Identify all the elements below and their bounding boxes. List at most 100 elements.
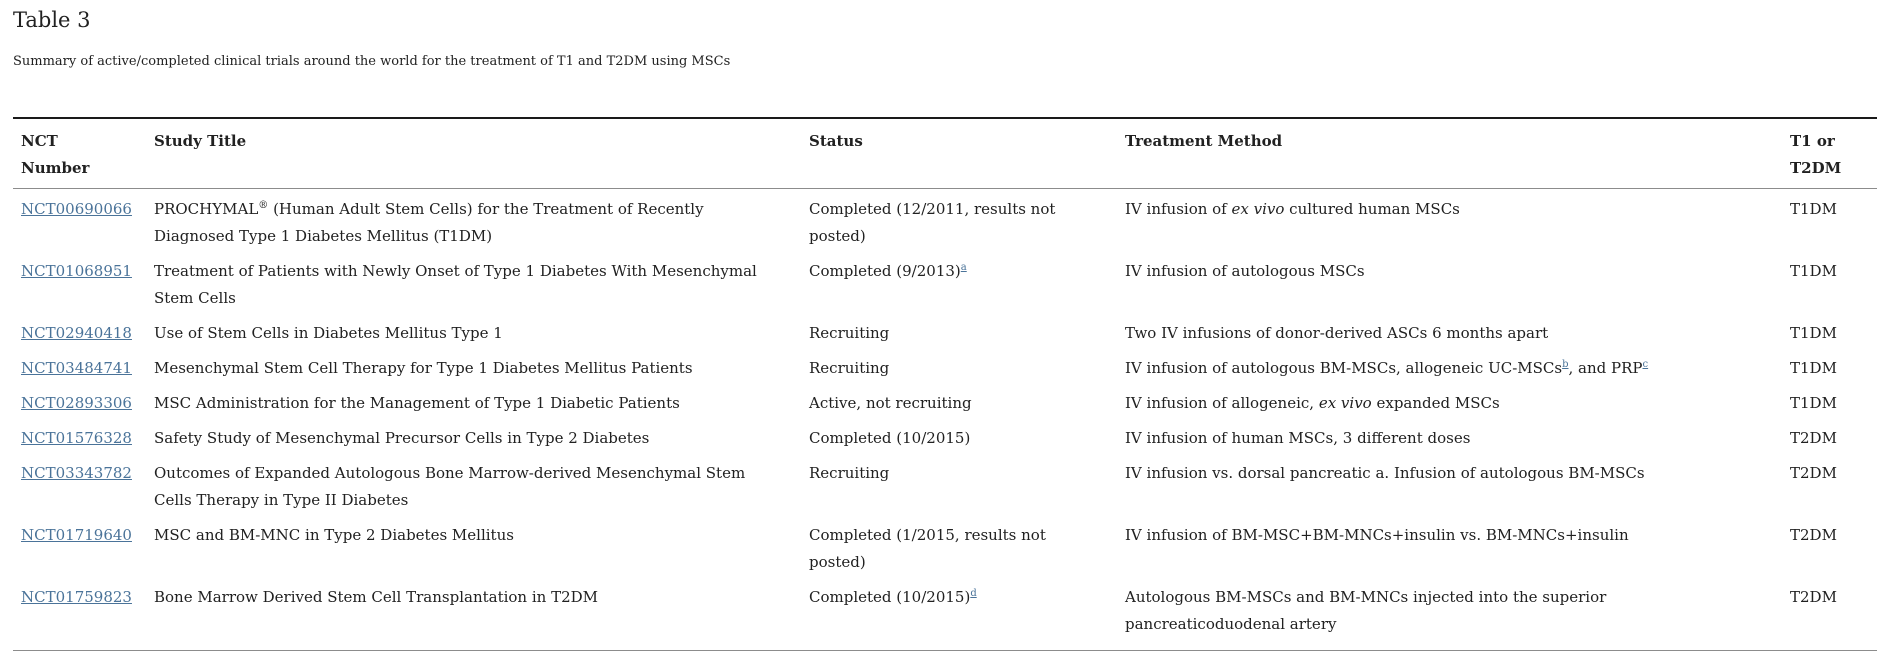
diabetes-type-cell: T2DM bbox=[1790, 429, 1837, 447]
footnote-link-a[interactable]: a bbox=[960, 262, 967, 273]
nct-link[interactable]: NCT01759823 bbox=[21, 588, 132, 606]
treatment-method-cell: IV infusion of allogeneic, ex vivo expan… bbox=[1117, 386, 1782, 421]
footnote-link-b[interactable]: b bbox=[1562, 359, 1569, 370]
nct-number-cell: NCT02940418 bbox=[13, 316, 146, 351]
treatment-method-cell: IV infusion of BM-MSC+BM-MNCs+insulin vs… bbox=[1117, 518, 1782, 580]
nct-number-cell: NCT01576328 bbox=[13, 421, 146, 456]
study-title-cell: Safety Study of Mesenchymal Precursor Ce… bbox=[146, 421, 801, 456]
study-title-cell: Use of Stem Cells in Diabetes Mellitus T… bbox=[146, 316, 801, 351]
treatment-method-cell: IV infusion of human MSCs, 3 different d… bbox=[1117, 421, 1782, 456]
nct-number-cell: NCT01759823 bbox=[13, 580, 146, 651]
nct-link[interactable]: NCT02893306 bbox=[21, 394, 132, 412]
cell-text: Completed (12/2011, results not posted) bbox=[809, 200, 1056, 245]
cell-text: Recruiting bbox=[809, 324, 890, 342]
nct-number-cell: NCT03484741 bbox=[13, 351, 146, 386]
nct-link[interactable]: NCT03343782 bbox=[21, 464, 132, 482]
cell-text: expanded MSCs bbox=[1371, 394, 1500, 412]
superscript-mark: ® bbox=[258, 200, 269, 211]
table-row: NCT01068951 Treatment of Patients with Ne… bbox=[13, 254, 1877, 316]
footnote-ref: c bbox=[1643, 359, 1649, 370]
nct-link[interactable]: NCT01719640 bbox=[21, 526, 132, 544]
status-cell: Recruiting bbox=[801, 316, 1117, 351]
status-cell: Completed (9/2013)a bbox=[801, 254, 1117, 316]
status-cell: Completed (10/2015)d bbox=[801, 580, 1117, 651]
cell-text: PROCHYMAL bbox=[154, 200, 259, 218]
cell-text: IV infusion of autologous MSCs bbox=[1125, 262, 1365, 280]
cell-text: Bone Marrow Derived Stem Cell Transplant… bbox=[154, 588, 599, 606]
table-caption: Summary of active/completed clinical tri… bbox=[13, 54, 731, 69]
treatment-method-cell: IV infusion of ex vivo cultured human MS… bbox=[1117, 189, 1782, 255]
table-row: NCT03484741 Mesenchymal Stem Cell Therapy… bbox=[13, 351, 1877, 386]
treatment-method-cell: Two IV infusions of donor-derived ASCs 6… bbox=[1117, 316, 1782, 351]
col-header-status: Status bbox=[801, 118, 1117, 189]
cell-text: Use of Stem Cells in Diabetes Mellitus T… bbox=[154, 324, 503, 342]
nct-link[interactable]: NCT00690066 bbox=[21, 200, 132, 218]
cell-text: MSC and BM-MNC in Type 2 Diabetes Mellit… bbox=[154, 526, 514, 544]
cell-text: Completed (1/2015, results not posted) bbox=[809, 526, 1046, 571]
cell-text: cultured human MSCs bbox=[1284, 200, 1460, 218]
treatment-method-cell: IV infusion of autologous MSCs bbox=[1117, 254, 1782, 316]
cell-text: Mesenchymal Stem Cell Therapy for Type 1… bbox=[154, 359, 693, 377]
table-label: Table 3 bbox=[13, 8, 91, 32]
study-title-cell: MSC and BM-MNC in Type 2 Diabetes Mellit… bbox=[146, 518, 801, 580]
footnote-ref: d bbox=[970, 588, 976, 599]
nct-link[interactable]: NCT03484741 bbox=[21, 359, 132, 377]
table-body: NCT00690066 PROCHYMAL® (Human Adult Stem … bbox=[13, 189, 1877, 651]
status-cell: Recruiting bbox=[801, 456, 1117, 518]
study-title-cell: Bone Marrow Derived Stem Cell Transplant… bbox=[146, 580, 801, 651]
cell-text: Safety Study of Mesenchymal Precursor Ce… bbox=[154, 429, 650, 447]
footnote-link-d[interactable]: d bbox=[970, 588, 977, 599]
cell-text: IV infusion vs. dorsal pancreatic a. Inf… bbox=[1125, 464, 1645, 482]
diabetes-type-cell: T2DM bbox=[1790, 464, 1837, 482]
cell-text: , and PRP bbox=[1568, 359, 1643, 377]
cell-text: IV infusion of allogeneic, bbox=[1125, 394, 1319, 412]
cell-text: Completed (9/2013) bbox=[809, 262, 961, 280]
table-row: NCT00690066 PROCHYMAL® (Human Adult Stem … bbox=[13, 189, 1877, 255]
treatment-method-cell: IV infusion vs. dorsal pancreatic a. Inf… bbox=[1117, 456, 1782, 518]
nct-link[interactable]: NCT01068951 bbox=[21, 262, 132, 280]
footnote-link-c[interactable]: c bbox=[1642, 359, 1649, 370]
footnote-ref: a bbox=[961, 262, 967, 273]
study-title-cell: Treatment of Patients with Newly Onset o… bbox=[146, 254, 801, 316]
col-header-treatment-method: Treatment Method bbox=[1117, 118, 1782, 189]
italic-text: ex vivo bbox=[1231, 200, 1285, 218]
cell-text: Two IV infusions of donor-derived ASCs 6… bbox=[1125, 324, 1549, 342]
study-title-cell: MSC Administration for the Management of… bbox=[146, 386, 801, 421]
nct-link[interactable]: NCT02940418 bbox=[21, 324, 132, 342]
nct-number-cell: NCT02893306 bbox=[13, 386, 146, 421]
diabetes-type-cell: T2DM bbox=[1790, 588, 1837, 606]
nct-number-cell: NCT01068951 bbox=[13, 254, 146, 316]
diabetes-type-cell: T2DM bbox=[1790, 526, 1837, 544]
col-header-diabetes-type: T1 or T2DM bbox=[1782, 118, 1877, 189]
cell-text: IV infusion of human MSCs, 3 different d… bbox=[1125, 429, 1471, 447]
study-title-cell: Mesenchymal Stem Cell Therapy for Type 1… bbox=[146, 351, 801, 386]
status-cell: Completed (12/2011, results not posted) bbox=[801, 189, 1117, 255]
diabetes-type-cell: T1DM bbox=[1790, 262, 1837, 280]
col-header-study-title: Study Title bbox=[146, 118, 801, 189]
table-row: NCT01719640 MSC and BM-MNC in Type 2 Diab… bbox=[13, 518, 1877, 580]
cell-text: Active, not recruiting bbox=[809, 394, 972, 412]
table-row: NCT03343782 Outcomes of Expanded Autologo… bbox=[13, 456, 1877, 518]
table-row: NCT02940418 Use of Stem Cells in Diabetes… bbox=[13, 316, 1877, 351]
study-title-cell: Outcomes of Expanded Autologous Bone Mar… bbox=[146, 456, 801, 518]
table-header: NCT Number Study Title Status Treatment … bbox=[13, 118, 1877, 189]
status-cell: Completed (1/2015, results not posted) bbox=[801, 518, 1117, 580]
diabetes-type-cell: T1DM bbox=[1790, 324, 1837, 342]
diabetes-type-cell: T1DM bbox=[1790, 359, 1837, 377]
table-header-row: NCT Number Study Title Status Treatment … bbox=[13, 118, 1877, 189]
cell-text: (Human Adult Stem Cells) for the Treatme… bbox=[154, 200, 704, 245]
cell-text: Recruiting bbox=[809, 359, 890, 377]
col-header-nct-number: NCT Number bbox=[13, 118, 146, 189]
clinical-trials-table: NCT Number Study Title Status Treatment … bbox=[13, 117, 1877, 651]
cell-text: IV infusion of autologous BM-MSCs, allog… bbox=[1125, 359, 1563, 377]
cell-text: Outcomes of Expanded Autologous Bone Mar… bbox=[154, 464, 746, 509]
footnote-ref: b bbox=[1562, 359, 1568, 370]
study-title-cell: PROCHYMAL® (Human Adult Stem Cells) for … bbox=[146, 189, 801, 255]
status-cell: Recruiting bbox=[801, 351, 1117, 386]
table-row: NCT01759823 Bone Marrow Derived Stem Cell… bbox=[13, 580, 1877, 651]
cell-text: Recruiting bbox=[809, 464, 890, 482]
table-row: NCT02893306 MSC Administration for the Ma… bbox=[13, 386, 1877, 421]
nct-link[interactable]: NCT01576328 bbox=[21, 429, 132, 447]
table-row: NCT01576328 Safety Study of Mesenchymal P… bbox=[13, 421, 1877, 456]
